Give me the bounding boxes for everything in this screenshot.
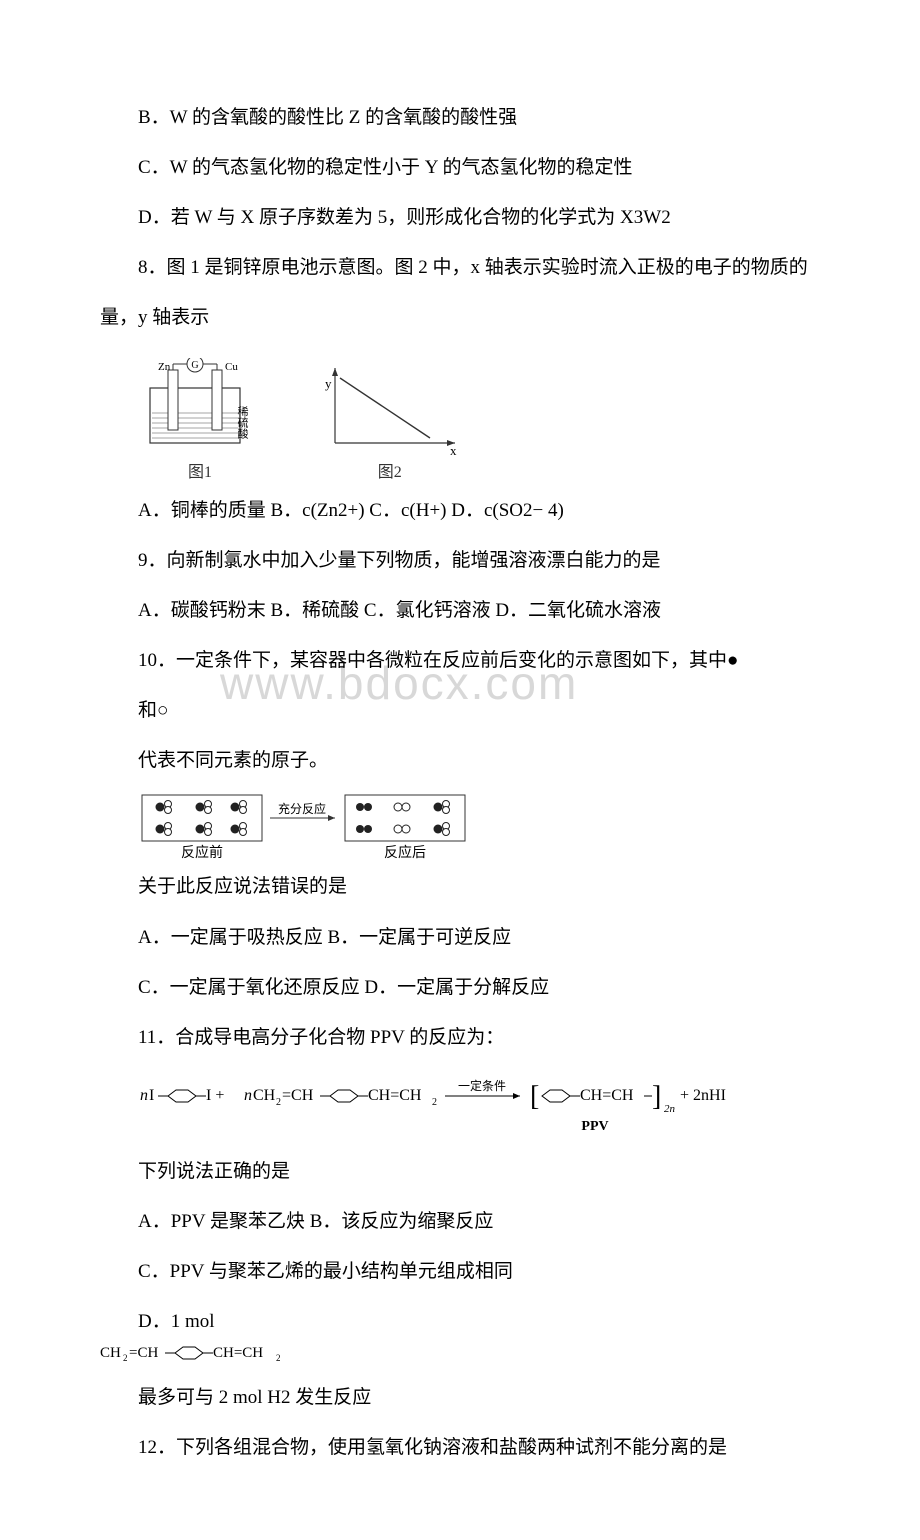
acid-label: 稀硫酸 [236,406,249,440]
q8-line1: 8．图 1 是铜锌原电池示意图。图 2 中，x 轴表示实验时流入正极的电子的物质… [100,250,820,286]
svg-text:CH: CH [253,1087,276,1104]
svg-text:CH: CH [100,1345,121,1361]
ppv-tail: + 2nHI [680,1087,726,1104]
svg-text:=CH: =CH [129,1345,158,1361]
diagram-2: y x 图2 [315,358,465,488]
diagram1-caption: 图1 [140,458,260,488]
q9-options: A．碳酸钙粉末 B．稀硫酸 C．氯化钙溶液 D．二氧化硫水溶液 [100,593,820,629]
meter-label: G [191,360,198,371]
cu-label: Cu [225,361,238,373]
svg-text:2: 2 [276,1097,281,1108]
ppv-sub: 2n [664,1103,676,1115]
y-axis-label: y [325,376,332,391]
after-caption: 反应后 [384,844,426,861]
ppv-label: PPV [581,1119,608,1134]
q11-d-text: D．1 mol [138,1311,215,1332]
q10-cd: C．一定属于氧化还原反应 D．一定属于分解反应 [100,970,820,1006]
q8-line2: 量，y 轴表示 [100,300,820,336]
q10-text: 10．一定条件下，某容器中各微粒在反应前后变化的示意图如下，其中 [138,650,727,671]
q11-stem: 下列说法正确的是 [100,1154,820,1190]
svg-text:]: ] [652,1081,661,1112]
page-content: B．W 的含氧酸的酸性比 Z 的含氧酸的酸性强 C．W 的气态氢化物的稳定性小于… [100,100,820,1466]
svg-text:I +: I + [206,1087,224,1104]
svg-text:=CH: =CH [282,1087,314,1104]
svg-text:CH=CH: CH=CH [368,1087,422,1104]
q10-line1: 10．一定条件下，某容器中各微粒在反应前后变化的示意图如下，其中● [100,643,820,679]
x-axis-label: x [450,443,457,458]
q11-c: C．PPV 与聚苯乙烯的最小结构单元组成相同 [100,1254,820,1290]
q11: 11．合成导电高分子化合物 PPV 的反应为： [100,1020,820,1056]
arrow-label: 充分反应 [278,801,326,816]
diagram-row: G Zn Cu 稀硫酸 图1 y x 图2 [100,350,820,492]
svg-text:n: n [244,1087,252,1104]
q10-stem: 关于此反应说法错误的是 [100,869,820,905]
diagram-1: G Zn Cu 稀硫酸 图1 [140,358,260,488]
svg-text:2: 2 [432,1097,437,1108]
svg-text:CH=CH: CH=CH [213,1345,263,1361]
q12: 12．下列各组混合物，使用氢氧化钠溶液和盐酸两种试剂不能分离的是 [100,1430,820,1466]
q9: 9．向新制氯水中加入少量下列物质，能增强溶液漂白能力的是 [100,543,820,579]
option-d: D．若 W 与 X 原子序数差为 5，则形成化合物的化学式为 X3W2 [100,200,820,236]
q10-line2: 和○ [100,693,820,729]
q11-d: D．1 mol CH 2 =CH CH=CH 2 [100,1304,820,1366]
option-c: C．W 的气态氢化物的稳定性小于 Y 的气态氢化物的稳定性 [100,150,820,186]
circle-icon: ○ [157,700,168,721]
svg-text:n: n [140,1087,148,1104]
bullet-icon: ● [727,650,738,671]
svg-text:2: 2 [276,1353,281,1363]
ppv-formula: n I I + n CH 2 =CH CH=CH 2 一定条件 [ CH=CH [100,1070,820,1140]
svg-text:2: 2 [123,1353,128,1363]
q10-ab: A．一定属于吸热反应 B．一定属于可逆反应 [100,920,820,956]
zn-label: Zn [158,361,171,373]
svg-text:I: I [149,1087,154,1104]
reaction-diagram: 反应前 充分反应 反应后 [100,793,820,863]
q11-ab: A．PPV 是聚苯乙炔 B．该反应为缩聚反应 [100,1204,820,1240]
ppv-arrow-label: 一定条件 [458,1078,506,1093]
svg-text:[: [ [530,1081,539,1112]
option-b: B．W 的含氧酸的酸性比 Z 的含氧酸的酸性强 [100,100,820,136]
q10-line3: 代表不同元素的原子。 [100,743,820,779]
before-caption: 反应前 [181,844,223,861]
q10-and: 和 [138,700,157,721]
svg-text:CH=CH: CH=CH [580,1087,634,1104]
q8-options: A．铜棒的质量 B．c(Zn2+) C．c(H+) D．c(SO2− 4) [100,493,820,529]
diagram2-caption: 图2 [315,458,465,488]
q11-d-tail: 最多可与 2 mol H2 发生反应 [100,1380,820,1416]
